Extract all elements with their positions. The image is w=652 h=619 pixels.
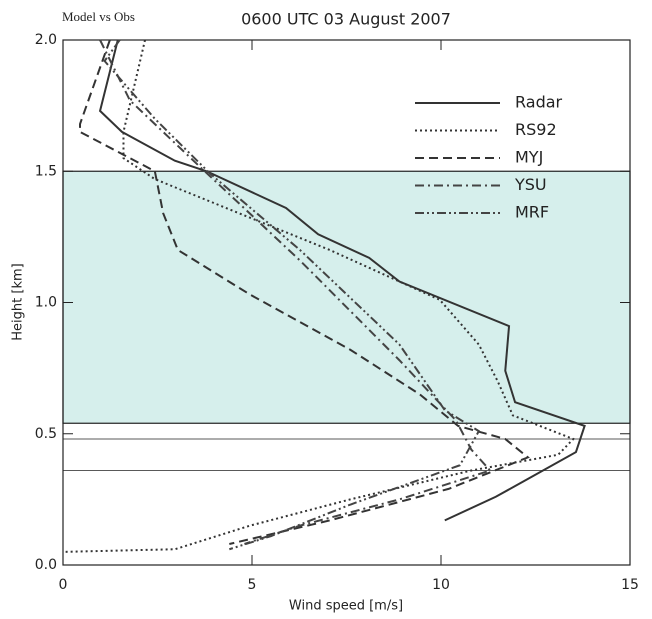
legend-label: Radar (515, 93, 563, 112)
legend-label: MRF (515, 203, 549, 222)
y-tick-label: 1.0 (35, 295, 57, 311)
chart-title: 0600 UTC 03 August 2007 (241, 10, 451, 29)
legend-label: MYJ (515, 148, 543, 167)
series-line (98, 39, 586, 522)
x-tick-label: 15 (621, 577, 639, 593)
y-tick-label: 0.5 (35, 426, 57, 442)
y-tick-label: 0.0 (35, 557, 57, 573)
x-axis-label: Wind speed [m/s] (289, 599, 403, 614)
series-line (103, 39, 481, 551)
corner-note: Model vs Obs (62, 9, 135, 24)
y-tick-label: 2.0 (35, 32, 57, 48)
y-axis-label: Height [km] (11, 263, 26, 340)
shaded-band (62, 170, 631, 424)
x-tick-label: 0 (59, 577, 68, 593)
legend-label: YSU (514, 175, 547, 194)
x-tick-label: 5 (248, 577, 257, 593)
series-line (79, 39, 530, 545)
x-tick-label: 10 (432, 577, 450, 593)
legend-label: RS92 (515, 120, 557, 139)
y-tick-label: 1.5 (35, 163, 57, 179)
